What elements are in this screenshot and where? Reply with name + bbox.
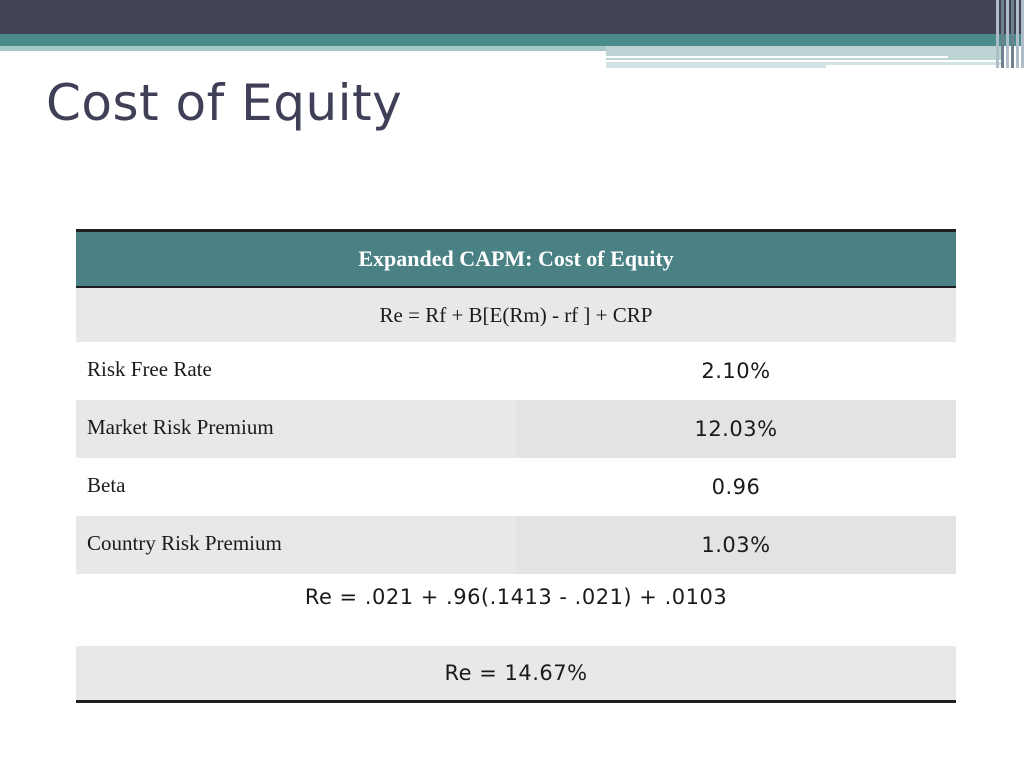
table-row: Country Risk Premium 1.03%: [76, 516, 956, 574]
banner-right-band-lower: [606, 62, 826, 68]
row-label-market-risk-premium: Market Risk Premium: [87, 414, 274, 439]
row-label-risk-free-rate: Risk Free Rate: [87, 356, 212, 381]
banner-teal-stripe: [0, 34, 1024, 46]
calculation-row: Re = .021 + .96(.1413 - .021) + .0103: [76, 574, 956, 622]
result-row: Re = 14.67%: [76, 646, 956, 703]
row-value-risk-free-rate: 2.10%: [701, 359, 771, 383]
capm-calculation: Re = .021 + .96(.1413 - .021) + .0103: [304, 585, 728, 609]
formula-row: Re = Rf + B[E(Rm) - rf ] + CRP: [76, 287, 956, 342]
table-row: Market Risk Premium 12.03%: [76, 400, 956, 458]
row-value-country-risk-premium: 1.03%: [516, 516, 956, 574]
row-label-country-risk-premium: Country Risk Premium: [87, 530, 282, 555]
spacer-row: [76, 622, 956, 646]
table-header-row: Expanded CAPM: Cost of Equity: [76, 229, 956, 288]
capm-formula: Re = Rf + B[E(Rm) - rf ] + CRP: [379, 302, 653, 327]
banner-edge-stripes: [994, 0, 1024, 68]
banner-dark-stripe: [0, 0, 1024, 34]
capm-table: Expanded CAPM: Cost of Equity Re = Rf + …: [76, 229, 956, 703]
banner-right-line: [606, 56, 948, 58]
table-row: Risk Free Rate 2.10%: [76, 342, 956, 400]
row-value-beta: 0.96: [711, 475, 761, 499]
cost-of-equity-result: Re = 14.67%: [76, 646, 956, 703]
slide-title: Cost of Equity: [46, 74, 403, 132]
table-header: Expanded CAPM: Cost of Equity: [76, 229, 956, 288]
banner-light-band: [0, 46, 606, 51]
banner-right-band-thin: [826, 62, 1004, 65]
row-label-beta: Beta: [87, 472, 126, 497]
table-row: Beta 0.96: [76, 458, 956, 516]
row-value-market-risk-premium: 12.03%: [516, 400, 956, 458]
